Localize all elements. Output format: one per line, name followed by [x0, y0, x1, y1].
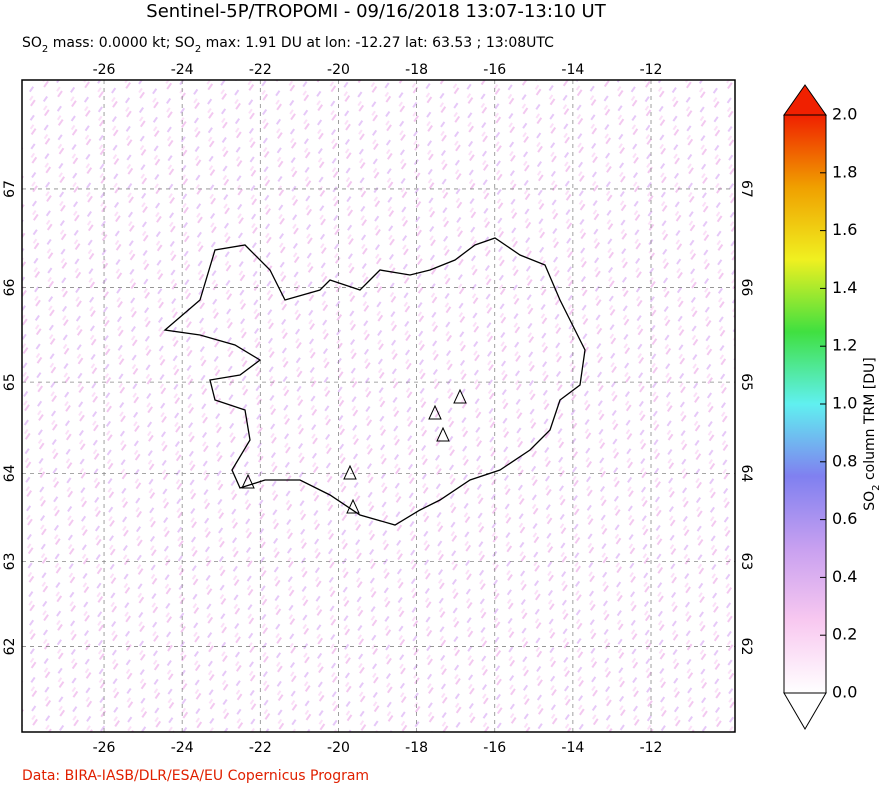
colorbar — [783, 114, 827, 694]
iceland-coastline — [163, 237, 586, 526]
subtitle-part: mass: 0.0000 kt; SO — [48, 35, 195, 51]
y-tick-label: 66 — [2, 278, 18, 296]
y-tick-label: 64 — [2, 464, 18, 482]
x-tick-label: -16 — [483, 740, 506, 756]
x-tick-label: -12 — [640, 62, 663, 78]
x-tick-label: -22 — [249, 62, 272, 78]
x-tick-label: -20 — [327, 740, 350, 756]
x-tick-label: -22 — [249, 740, 272, 756]
colorbar-tick-label: 1.4 — [832, 278, 857, 297]
y-tick-label: 62 — [2, 638, 18, 656]
x-tick-label: -14 — [561, 62, 584, 78]
x-tick-label: -24 — [171, 740, 194, 756]
x-tick-label: -12 — [640, 740, 663, 756]
subscript: 2 — [871, 484, 882, 490]
colorbar-tick-label: 0.2 — [832, 625, 857, 644]
colorbar-tick-label: 0.6 — [832, 509, 857, 528]
subtitle-part: max: 1.91 DU at lon: -12.27 lat: 63.53 ;… — [201, 35, 554, 51]
volcano-markers — [241, 388, 467, 514]
colorbar-tick-label: 0.0 — [832, 683, 857, 702]
colorbar-tick-label: 1.2 — [832, 336, 857, 355]
x-tick-label: -14 — [561, 740, 584, 756]
y-tick-label: 67 — [738, 180, 754, 198]
title: Sentinel-5P/TROPOMI - 09/16/2018 13:07-1… — [146, 1, 606, 22]
x-tick-label: -18 — [405, 62, 428, 78]
map-background — [22, 80, 735, 732]
x-tick-label: -24 — [171, 62, 194, 78]
y-tick-label: 64 — [738, 464, 754, 482]
colorbar-tick-label: 1.0 — [832, 394, 857, 413]
x-tick-label: -18 — [405, 740, 428, 756]
x-tick-label: -26 — [93, 740, 116, 756]
colorbar-tick-label: 0.4 — [832, 567, 857, 586]
credit: Data: BIRA-IASB/DLR/ESA/EU Copernicus Pr… — [22, 768, 369, 784]
y-tick-label: 65 — [738, 373, 754, 391]
subtitle: SO2 mass: 0.0000 kt; SO2 max: 1.91 DU at… — [22, 35, 554, 55]
x-tick-label: -20 — [327, 62, 350, 78]
colorbar-tick-label: 1.8 — [832, 162, 857, 181]
colorbar-tick-label: 1.6 — [832, 220, 857, 239]
y-tick-label: 63 — [738, 552, 754, 570]
colorbar-label-part: SO — [862, 491, 878, 511]
colorbar-tick-label: 2.0 — [832, 105, 857, 124]
y-tick-label: 65 — [2, 373, 18, 391]
y-tick-label: 63 — [2, 552, 18, 570]
y-tick-label: 67 — [2, 180, 18, 198]
subtitle-part: SO — [22, 35, 42, 51]
x-tick-label: -16 — [483, 62, 506, 78]
y-tick-label: 62 — [738, 638, 754, 656]
colorbar-label-part: column TRM [DU] — [862, 357, 878, 484]
subscript: 2 — [195, 44, 201, 55]
map-frame — [21, 79, 736, 733]
colorbar-label: SO2 column TRM [DU] — [862, 357, 882, 510]
colorbar-max-arrow — [783, 84, 827, 116]
colorbar-min-arrow — [783, 692, 827, 730]
y-tick-label: 66 — [738, 279, 754, 297]
subscript: 2 — [42, 44, 48, 55]
colorbar-tick-label: 0.8 — [832, 451, 857, 470]
x-tick-label: -26 — [93, 62, 116, 78]
